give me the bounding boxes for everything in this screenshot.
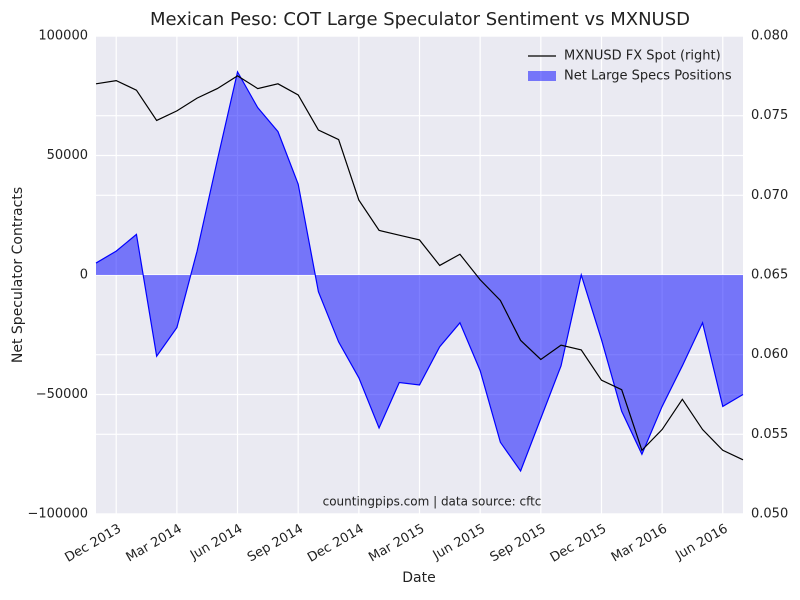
legend-label: Net Large Specs Positions xyxy=(564,69,732,84)
legend-label: MXNUSD FX Spot (right) xyxy=(564,49,721,64)
x-tick-label: Dec 2013 xyxy=(62,522,124,566)
specs-edge xyxy=(95,70,744,473)
y2-tick-label: 0.080 xyxy=(751,29,788,44)
x-tick-label: Jun 2014 xyxy=(187,522,245,564)
y2-tick-label: 0.065 xyxy=(751,268,788,283)
x-tick-label: Jun 2016 xyxy=(672,522,730,564)
x-axis-label: Date xyxy=(402,570,435,586)
y2-tick-label: 0.060 xyxy=(751,347,788,362)
chart-title: Mexican Peso: COT Large Speculator Senti… xyxy=(150,9,690,30)
y2-tick-label: 0.075 xyxy=(751,108,788,123)
x-tick-label: Mar 2015 xyxy=(366,522,427,566)
x-tick-label: Sep 2014 xyxy=(245,522,306,566)
legend-swatch xyxy=(528,71,556,81)
y2-tick-label: 0.070 xyxy=(751,188,788,203)
y-axis-label: Net Speculator Contracts xyxy=(10,187,26,363)
y2-tick-label: 0.055 xyxy=(751,427,788,442)
x-tick-label: Sep 2015 xyxy=(488,522,549,566)
x-tick-label: Dec 2014 xyxy=(305,522,367,566)
y-tick-label: −100000 xyxy=(27,507,88,522)
specs-area xyxy=(96,71,743,471)
y-tick-label: −50000 xyxy=(36,387,88,402)
y-tick-label: 50000 xyxy=(47,148,88,163)
y-tick-label: 0 xyxy=(80,268,88,283)
spot-line xyxy=(95,75,744,461)
marks xyxy=(95,70,744,473)
x-tick-label: Mar 2016 xyxy=(609,522,670,566)
x-tick-label: Jun 2015 xyxy=(430,522,488,564)
y-tick-label: 100000 xyxy=(38,29,88,44)
x-tick-label: Mar 2014 xyxy=(124,522,185,566)
y2-tick-label: 0.050 xyxy=(751,507,788,522)
x-tick-label: Dec 2015 xyxy=(548,522,610,566)
annotation: countingpips.com | data source: cftc xyxy=(323,495,542,509)
